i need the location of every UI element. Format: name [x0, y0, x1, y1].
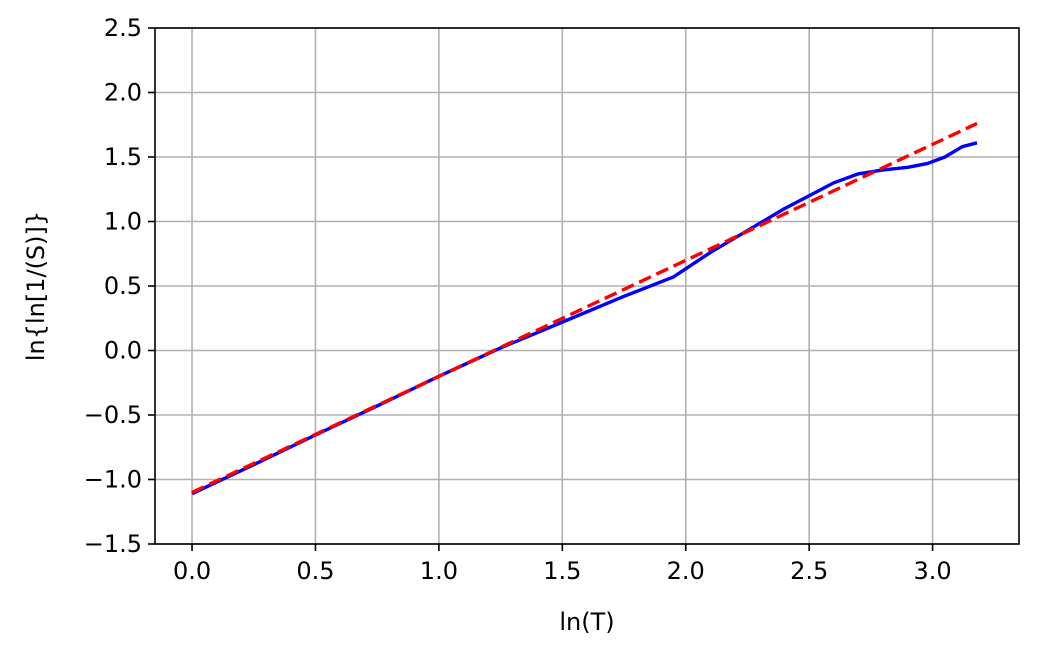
- x-axis-label: ln(T): [559, 608, 614, 636]
- data-line-solid: [191, 141, 978, 496]
- y-tick-label: 0.0: [104, 337, 142, 365]
- grid: [155, 27, 1019, 545]
- y-tick-label: 0.5: [104, 272, 142, 300]
- y-tick-label: 2.5: [104, 14, 142, 42]
- y-axis-label: ln{ln[1/(S)]}: [22, 211, 50, 361]
- x-tick-label: 1.0: [420, 557, 458, 585]
- y-tick-label: −1.0: [84, 466, 142, 494]
- x-tick-label: 0.0: [173, 557, 211, 585]
- y-tick-label: −1.5: [84, 530, 142, 558]
- ticks: 0.0 0.5 1.0 1.5 2.0 2.5 3.0 −1.5 −1.0 −0.5 0.0 0.5 1…: [84, 14, 952, 585]
- y-tick-label: 1.0: [104, 208, 142, 236]
- x-tick-label: 0.5: [296, 557, 334, 585]
- series-layer: [191, 121, 978, 496]
- y-tick-label: −0.5: [84, 401, 142, 429]
- fit-line-dashed: [191, 121, 978, 494]
- y-tick-label: 2.0: [104, 79, 142, 107]
- x-tick-label: 1.5: [543, 557, 581, 585]
- x-tick-label: 3.0: [914, 557, 952, 585]
- y-tick-label: 1.5: [104, 143, 142, 171]
- x-tick-label: 2.0: [667, 557, 705, 585]
- x-tick-label: 2.5: [790, 557, 828, 585]
